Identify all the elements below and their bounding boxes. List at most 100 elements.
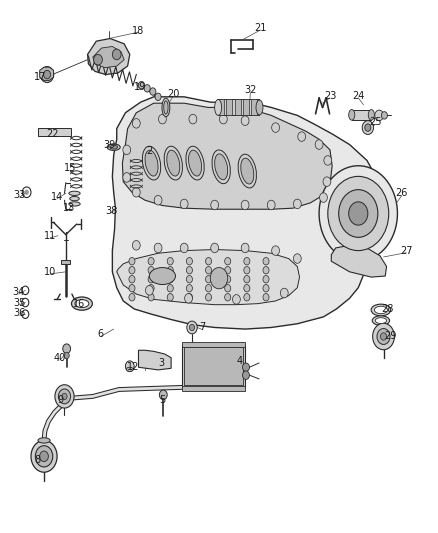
Ellipse shape [75,300,89,308]
Circle shape [58,389,71,404]
Ellipse shape [107,144,120,150]
Polygon shape [122,103,332,209]
Text: 32: 32 [244,85,257,95]
Text: 20: 20 [167,89,180,99]
Circle shape [40,451,48,462]
Circle shape [123,145,131,155]
Circle shape [132,240,140,250]
Circle shape [205,266,212,274]
Circle shape [129,285,135,292]
Ellipse shape [145,150,158,176]
Text: 39: 39 [103,140,116,150]
Bar [39,127,71,135]
Circle shape [41,67,53,83]
Circle shape [186,257,192,265]
Circle shape [44,70,50,79]
Circle shape [349,202,368,225]
Polygon shape [138,350,171,370]
Text: 8: 8 [34,455,40,465]
Circle shape [129,276,135,283]
Circle shape [167,257,173,265]
Circle shape [263,285,269,292]
Ellipse shape [372,316,390,325]
Text: 19: 19 [134,82,146,92]
Text: 17: 17 [33,71,46,82]
Circle shape [225,294,231,301]
Text: 23: 23 [324,91,336,101]
Bar [218,100,224,115]
Circle shape [35,446,53,467]
Text: 4: 4 [237,356,243,366]
Circle shape [25,190,29,195]
Circle shape [186,266,192,274]
Circle shape [159,114,166,124]
Circle shape [186,294,192,301]
Ellipse shape [70,197,79,201]
Circle shape [125,361,134,372]
Circle shape [145,286,153,295]
Circle shape [210,268,228,289]
Circle shape [373,323,394,350]
Circle shape [132,188,140,197]
Circle shape [205,294,212,301]
Circle shape [244,276,250,283]
Text: 13: 13 [63,203,75,213]
Bar [243,100,249,115]
Circle shape [63,344,71,353]
Text: 26: 26 [396,188,408,198]
Circle shape [148,285,154,292]
Circle shape [148,294,154,301]
Circle shape [244,285,250,292]
Circle shape [167,285,173,292]
Text: 22: 22 [46,129,59,139]
Circle shape [167,266,173,274]
Circle shape [263,257,269,265]
Circle shape [62,393,67,400]
Circle shape [377,328,390,344]
Circle shape [138,82,145,89]
Text: 7: 7 [199,322,205,333]
Bar [235,100,241,115]
Text: 27: 27 [400,246,413,256]
Circle shape [167,276,173,283]
Circle shape [323,177,331,187]
Circle shape [293,199,301,209]
Bar [182,345,245,387]
Ellipse shape [215,154,228,180]
Bar [226,100,233,115]
Circle shape [211,243,219,253]
Circle shape [132,118,140,128]
Circle shape [205,276,212,283]
Circle shape [241,200,249,210]
Circle shape [154,196,162,205]
Circle shape [243,363,250,372]
Polygon shape [331,245,387,277]
Polygon shape [113,97,380,329]
Circle shape [320,193,327,203]
Circle shape [55,385,74,408]
Text: 34: 34 [13,287,25,297]
Circle shape [64,352,69,359]
Circle shape [243,371,250,379]
Ellipse shape [238,154,257,188]
Circle shape [225,285,231,292]
Ellipse shape [167,150,180,176]
Ellipse shape [69,191,80,196]
Text: 9: 9 [57,395,63,405]
Ellipse shape [375,318,387,324]
Circle shape [244,257,250,265]
Bar [218,100,259,115]
Circle shape [280,288,288,298]
Circle shape [339,190,378,237]
Circle shape [186,276,192,283]
Ellipse shape [371,304,391,316]
Bar [182,386,245,391]
Circle shape [150,88,156,95]
Text: 2: 2 [146,146,152,156]
Circle shape [244,294,250,301]
Circle shape [205,257,212,265]
Bar [352,110,371,119]
Circle shape [187,321,197,334]
Bar [251,100,257,115]
Polygon shape [40,67,53,80]
